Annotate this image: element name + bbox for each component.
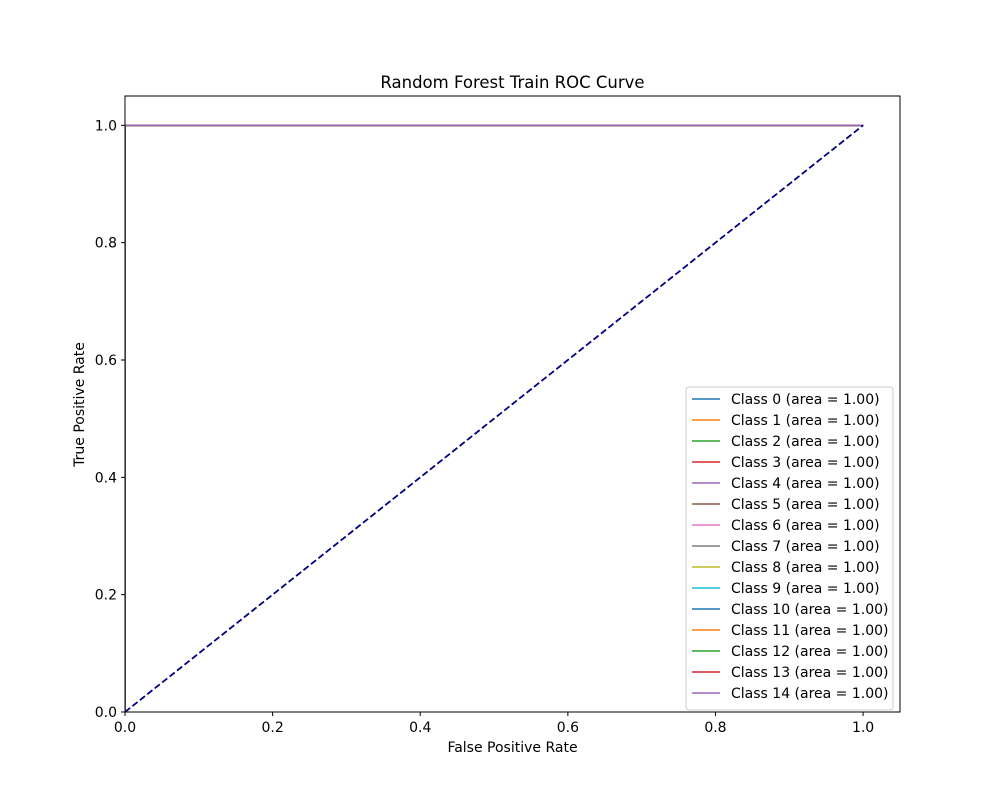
y-axis-label: True Positive Rate xyxy=(72,342,88,468)
y-tick-label: 0.2 xyxy=(95,588,117,604)
plot-area xyxy=(125,124,864,712)
y-tick-label: 0.6 xyxy=(95,353,117,369)
legend-label-class-6: Class 6 (area = 1.00) xyxy=(731,518,880,534)
x-tick-label: 0.0 xyxy=(114,720,136,736)
legend-label-class-9: Class 9 (area = 1.00) xyxy=(731,581,880,597)
legend-label-class-0: Class 0 (area = 1.00) xyxy=(731,392,880,408)
y-tick-label: 0.8 xyxy=(95,236,117,252)
legend-label-class-11: Class 11 (area = 1.00) xyxy=(731,623,889,639)
legend-label-class-12: Class 12 (area = 1.00) xyxy=(731,644,889,660)
legend-label-class-4: Class 4 (area = 1.00) xyxy=(731,476,880,492)
series-lines xyxy=(125,124,864,712)
chart-title: Random Forest Train ROC Curve xyxy=(380,73,644,92)
legend-label-class-1: Class 1 (area = 1.00) xyxy=(731,413,880,429)
axes-frame xyxy=(124,95,901,713)
x-tick-label: 0.8 xyxy=(704,720,726,736)
y-tick-label: 1.0 xyxy=(95,118,117,134)
legend-label-class-5: Class 5 (area = 1.00) xyxy=(731,497,880,513)
legend-label-class-10: Class 10 (area = 1.00) xyxy=(731,602,889,618)
legend-label-class-14: Class 14 (area = 1.00) xyxy=(731,686,889,702)
roc-line-class-14 xyxy=(125,124,864,712)
y-tick-label: 0.4 xyxy=(95,470,117,486)
x-axis-label: False Positive Rate xyxy=(447,740,577,756)
x-tick-label: 0.4 xyxy=(409,720,431,736)
legend-box xyxy=(685,386,894,711)
legend: Class 0 (area = 1.00) Class 1 (area = 1.0… xyxy=(685,386,894,711)
x-tick-label: 1.0 xyxy=(852,720,874,736)
legend-label-class-13: Class 13 (area = 1.00) xyxy=(731,665,889,681)
x-tick-label: 0.6 xyxy=(557,720,579,736)
y-tick-label: 0.0 xyxy=(95,705,117,721)
legend-label-class-7: Class 7 (area = 1.00) xyxy=(731,539,880,555)
legend-label-class-8: Class 8 (area = 1.00) xyxy=(731,560,880,576)
legend-label-class-2: Class 2 (area = 1.00) xyxy=(731,434,880,450)
x-tick-label: 0.2 xyxy=(261,720,283,736)
axes: 0.0 0.2 0.4 0.6 0.8 1.0 0.0 0.2 0.4 0.6 0.8 1.0 xyxy=(95,95,901,736)
legend-label-class-3: Class 3 (area = 1.00) xyxy=(731,455,880,471)
chance-diagonal-line xyxy=(125,124,864,712)
